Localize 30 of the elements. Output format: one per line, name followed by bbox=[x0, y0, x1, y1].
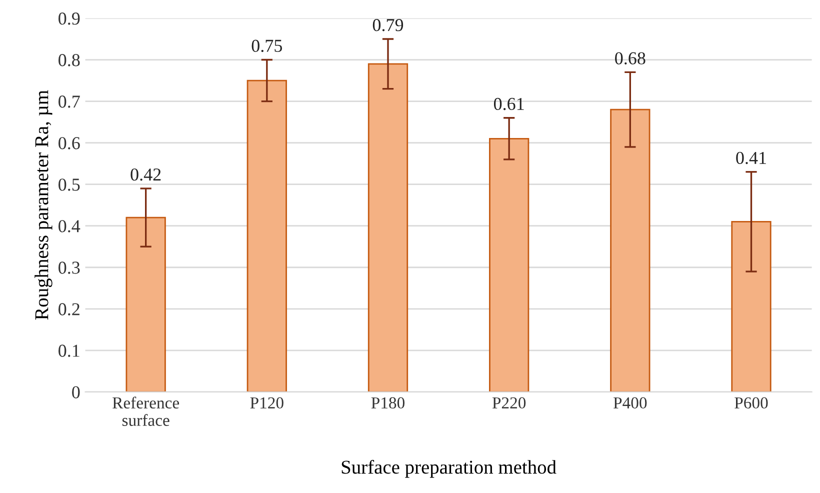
y-axis-title: Roughness parameter Ra, µm bbox=[34, 90, 52, 320]
bar bbox=[126, 216, 166, 392]
x-tick-label: P600 bbox=[734, 397, 768, 409]
y-tick-label: 0 bbox=[72, 386, 80, 398]
y-tick-label: 0.3 bbox=[58, 262, 80, 274]
x-tick-label: P120 bbox=[250, 397, 284, 409]
y-tick-label: 0.2 bbox=[58, 303, 80, 316]
data-label: 0.68 bbox=[615, 52, 646, 64]
y-tick-label: 0.4 bbox=[58, 220, 80, 232]
bar bbox=[731, 221, 772, 392]
bar bbox=[610, 108, 650, 392]
data-label: 0.42 bbox=[130, 168, 161, 181]
bar bbox=[246, 80, 287, 392]
y-tick-label: 0.5 bbox=[58, 178, 80, 191]
y-tick-label: 0.7 bbox=[58, 96, 80, 108]
data-label: 0.79 bbox=[372, 18, 404, 32]
y-tick-label: 0.6 bbox=[58, 137, 80, 150]
data-label: 0.61 bbox=[494, 98, 524, 110]
bar bbox=[489, 138, 530, 392]
y-tick-label: 0.9 bbox=[58, 12, 80, 25]
y-tick-label: 0.8 bbox=[58, 54, 80, 66]
x-tick-label: P180 bbox=[371, 397, 404, 409]
x-tick-label: P400 bbox=[614, 397, 647, 409]
x-tick-label: P220 bbox=[492, 397, 526, 409]
data-label: 0.75 bbox=[252, 40, 282, 52]
data-label: 0.41 bbox=[736, 152, 766, 164]
x-axis-title: Surface preparation method bbox=[342, 460, 556, 478]
bar bbox=[368, 63, 408, 392]
y-tick-label: 0.1 bbox=[58, 344, 80, 357]
x-tick-label: Reference surface bbox=[112, 396, 180, 426]
